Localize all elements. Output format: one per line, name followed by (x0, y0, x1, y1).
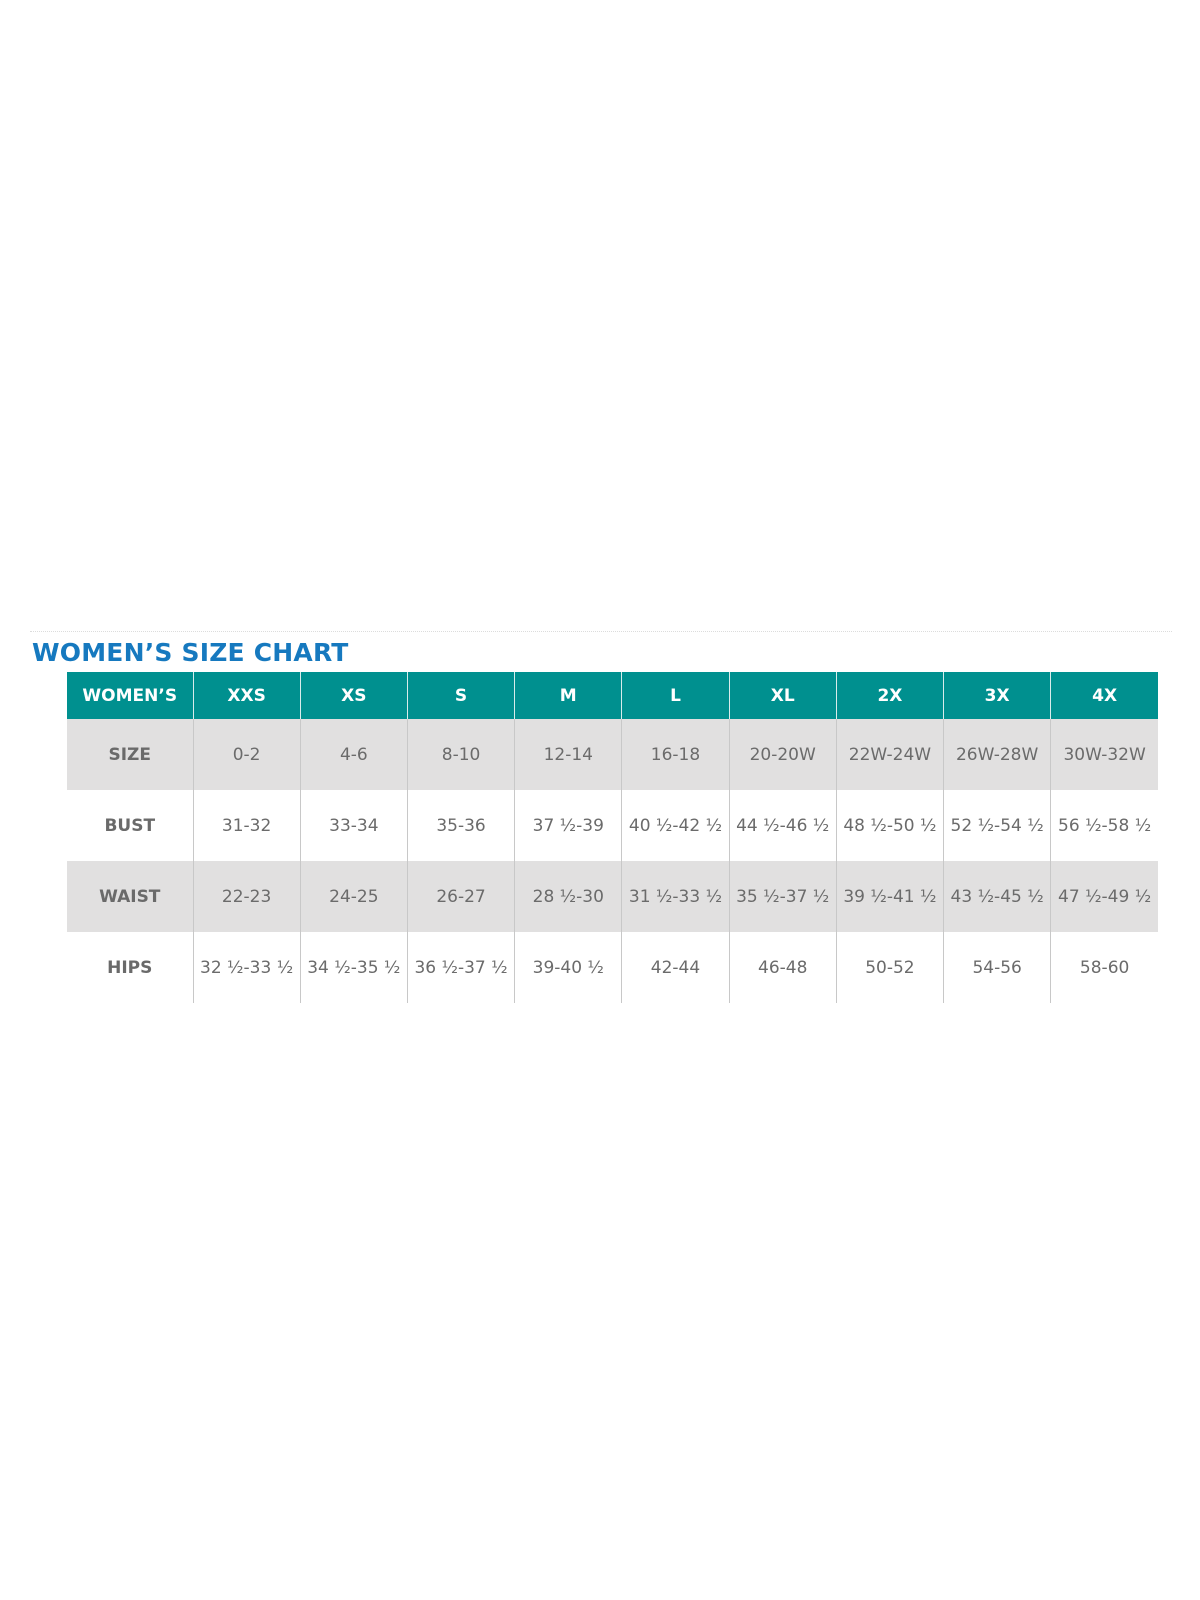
table-cell: 44 ½-46 ½ (728, 790, 837, 861)
table-cell: 39-40 ½ (514, 932, 622, 1003)
table-cell: 50-52 (835, 932, 944, 1003)
header-size-cell: S (406, 672, 515, 719)
table-cell: 56 ½-58 ½ (1050, 790, 1158, 861)
table-cell: 16-18 (621, 719, 730, 790)
page-title: WOMEN’S SIZE CHART (32, 638, 349, 667)
table-cell: 43 ½-45 ½ (943, 861, 1051, 932)
table-cell: 28 ½-30 (514, 861, 622, 932)
table-row: WAIST 22-23 24-25 26-27 28 ½-30 31 ½-33 ½ 35 ½… (67, 861, 1158, 932)
row-label: SIZE (67, 719, 193, 790)
table-cell: 26-27 (406, 861, 515, 932)
table-cell: 58-60 (1050, 932, 1158, 1003)
row-label: BUST (104, 815, 156, 836)
header-label-cell: WOMEN’S (67, 672, 193, 719)
table-cell: 22-23 (192, 861, 301, 932)
table-cell: 33-34 (299, 790, 408, 861)
header-size-cell: M (514, 672, 622, 719)
table-cell: 42-44 (621, 932, 730, 1003)
table-cell: 32 ½-33 ½ (192, 932, 301, 1003)
table-row: HIPS 32 ½-33 ½ 34 ½-35 ½ 36 ½-37 ½ 39-40 ½ 42… (67, 932, 1158, 1003)
table-cell: 26W-28W (943, 719, 1051, 790)
table-cell: 12-14 (514, 719, 622, 790)
table-cell: 24-25 (299, 861, 408, 932)
size-chart-table: WOMEN’S XXS XS S M L XL 2X 3X 4X SIZE 0-2 4-6 8-10 12… (67, 672, 1158, 1003)
table-cell: 46-48 (728, 932, 837, 1003)
table-cell: 4-6 (299, 719, 408, 790)
table-cell: 36 ½-37 ½ (406, 932, 515, 1003)
table-cell: 47 ½-49 ½ (1050, 861, 1158, 932)
header-size-cell: 4X (1050, 672, 1158, 719)
dotted-divider (30, 631, 1172, 632)
table-cell: 8-10 (406, 719, 515, 790)
table-cell: 30W-32W (1050, 719, 1158, 790)
table-cell: 35-36 (406, 790, 515, 861)
table-cell: 20-20W (728, 719, 837, 790)
header-size-cell: 3X (943, 672, 1051, 719)
table-cell: 40 ½-42 ½ (621, 790, 730, 861)
table-cell: 0-2 (192, 719, 301, 790)
header-size-cell: L (621, 672, 730, 719)
table-cell: 34 ½-35 ½ (299, 932, 408, 1003)
table-row: BUST 31-32 33-34 35-36 37 ½-39 40 ½-42 ½ 44 ½-… (67, 790, 1158, 861)
table-cell: 54-56 (943, 932, 1051, 1003)
table-cell: 31-32 (192, 790, 301, 861)
row-label: WAIST (67, 861, 193, 932)
table-cell: 52 ½-54 ½ (943, 790, 1051, 861)
table-cell: 39 ½-41 ½ (835, 861, 944, 932)
table-cell: 37 ½-39 (514, 790, 622, 861)
row-label: HIPS (107, 957, 153, 978)
header-row: WOMEN’S XXS XS S M L XL 2X 3X 4X (67, 672, 1158, 719)
table-cell: 22W-24W (835, 719, 944, 790)
table-cell: 48 ½-50 ½ (835, 790, 944, 861)
table-row: SIZE 0-2 4-6 8-10 12-14 16-18 20-20W 22W-24W 26W… (67, 719, 1158, 790)
header-size-cell: XL (728, 672, 837, 719)
header-size-cell: 2X (835, 672, 944, 719)
table-cell: 31 ½-33 ½ (621, 861, 730, 932)
header-size-cell: XS (299, 672, 408, 719)
header-size-cell: XXS (192, 672, 301, 719)
table-cell: 35 ½-37 ½ (728, 861, 837, 932)
